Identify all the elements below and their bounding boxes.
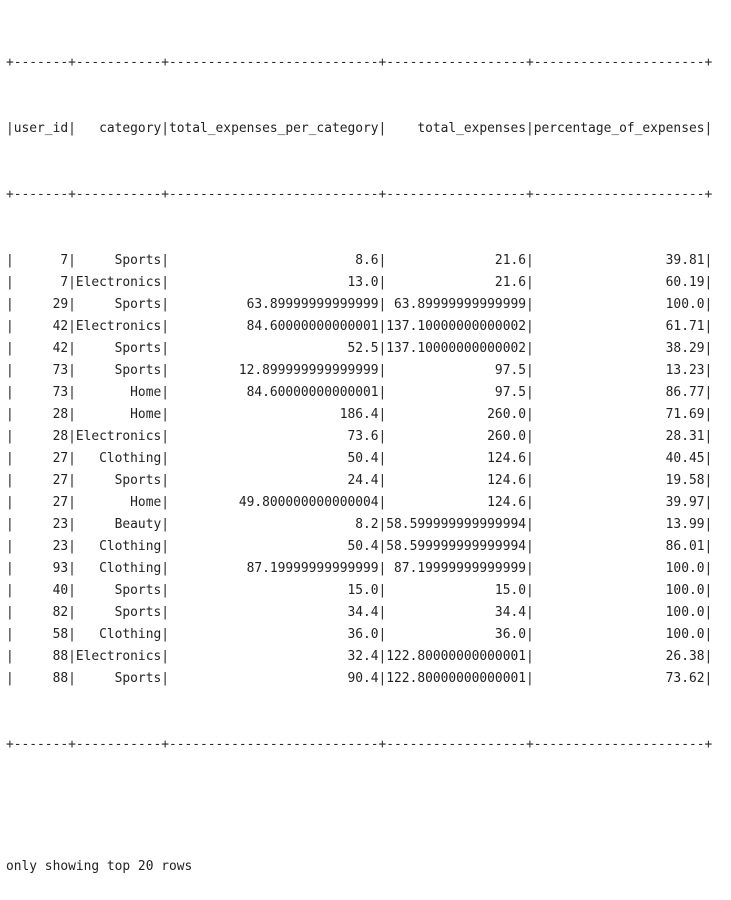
table-row: | 73| Home| 84.60000000000001| 97.5| 86.…: [6, 385, 713, 400]
table-row: | 40| Sports| 15.0| 15.0| 100.0|: [6, 583, 713, 598]
table-row: | 29| Sports| 63.89999999999999| 63.8999…: [6, 297, 713, 312]
table-row: | 7| Sports| 8.6| 21.6| 39.81|: [6, 253, 713, 268]
footer-text: only showing top 20 rows: [6, 859, 193, 874]
table-row: | 42|Electronics| 84.60000000000001|137.…: [6, 319, 713, 334]
table-row: | 28| Home| 186.4| 260.0| 71.69|: [6, 407, 713, 422]
table-row: | 88|Electronics| 32.4|122.8000000000000…: [6, 649, 713, 664]
table-header-row: |user_id| category|total_expenses_per_ca…: [6, 121, 713, 136]
table-row: | 7|Electronics| 13.0| 21.6| 60.19|: [6, 275, 713, 290]
table-row: | 73| Sports| 12.899999999999999| 97.5| …: [6, 363, 713, 378]
table-row: | 88| Sports| 90.4|122.80000000000001| 7…: [6, 671, 713, 686]
table-row: | 28|Electronics| 73.6| 260.0| 28.31|: [6, 429, 713, 444]
table-row: | 42| Sports| 52.5|137.10000000000002| 3…: [6, 341, 713, 356]
table-row: | 27| Sports| 24.4| 124.6| 19.58|: [6, 473, 713, 488]
spacer: [6, 800, 712, 812]
table-row: | 58| Clothing| 36.0| 36.0| 100.0|: [6, 627, 713, 642]
table-border-header: +-------+-----------+-------------------…: [6, 187, 713, 202]
table-row: | 23| Beauty| 8.2|58.599999999999994| 13…: [6, 517, 713, 532]
table-row: | 93| Clothing| 87.19999999999999| 87.19…: [6, 561, 713, 576]
table-border-top: +-------+-----------+-------------------…: [6, 55, 713, 70]
table-body: | 7| Sports| 8.6| 21.6| 39.81| | 7|Electr…: [6, 250, 712, 690]
console-output: +-------+-----------+-------------------…: [6, 8, 712, 900]
table-row: | 27| Clothing| 50.4| 124.6| 40.45|: [6, 451, 713, 466]
table-row: | 27| Home| 49.800000000000004| 124.6| 3…: [6, 495, 713, 510]
table-row: | 23| Clothing| 50.4|58.599999999999994|…: [6, 539, 713, 554]
table-border-bottom: +-------+-----------+-------------------…: [6, 737, 713, 752]
table-row: | 82| Sports| 34.4| 34.4| 100.0|: [6, 605, 713, 620]
